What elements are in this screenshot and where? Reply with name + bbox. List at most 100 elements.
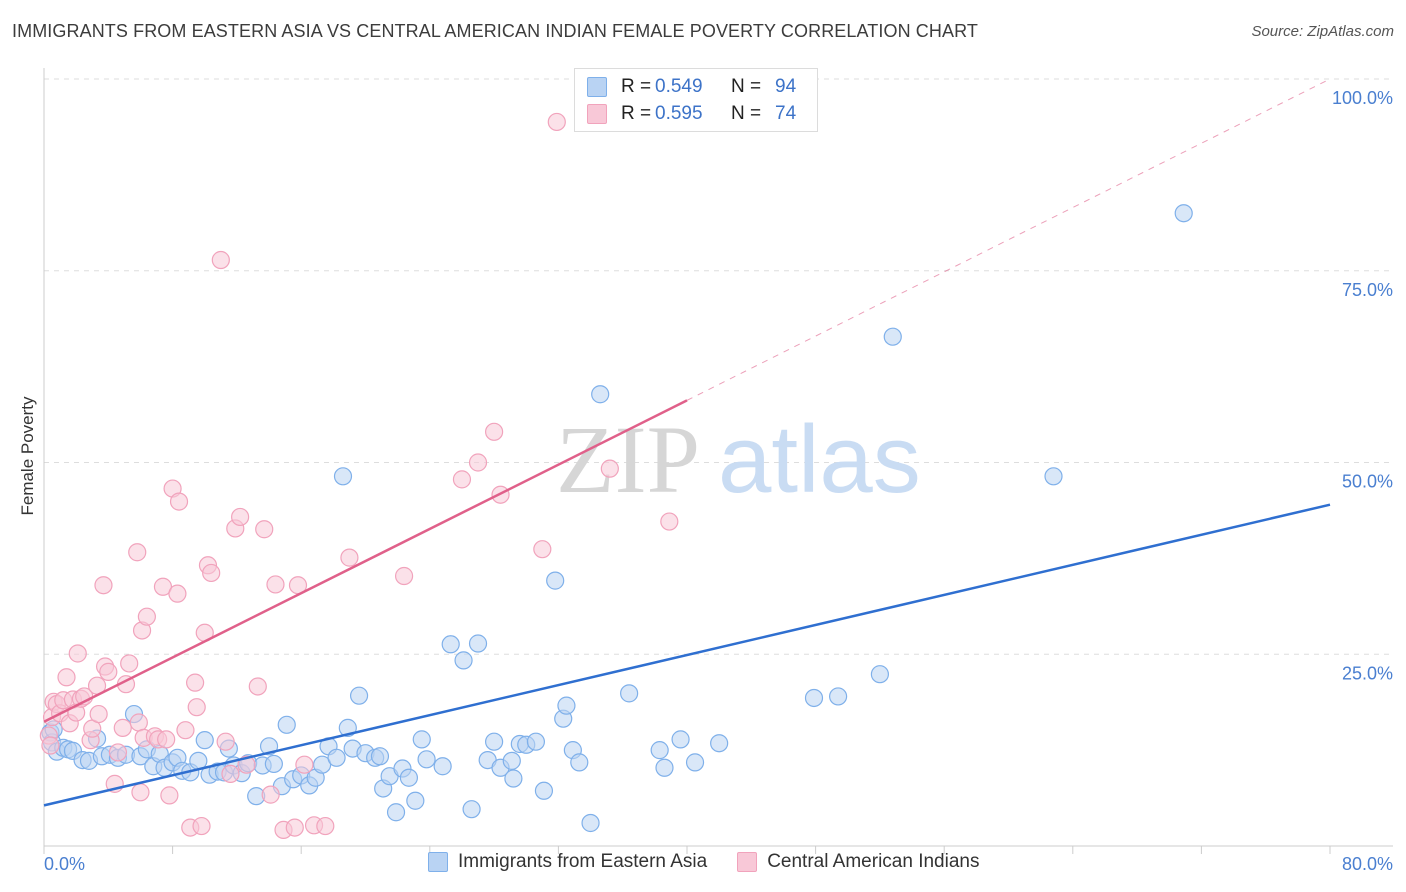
point-central-american [216,732,235,751]
point-eastern-asia [591,385,610,404]
point-eastern-asia [534,781,554,800]
point-central-american [295,755,314,774]
point-central-american [128,543,147,562]
point-eastern-asia [829,687,848,706]
point-central-american [394,566,414,586]
point-eastern-asia [386,803,406,822]
trend-line-eastern-asia [43,503,1331,807]
point-eastern-asia [370,747,390,766]
legend-n-value: 94 [775,76,797,97]
series-legend-item-central-american[interactable]: Central American Indians [737,851,979,873]
series-legend-label: Central American Indians [767,851,980,872]
point-eastern-asia [312,755,332,774]
point-central-american [168,584,187,603]
watermark-atlas: atlas [718,406,921,513]
x-tick-label-min: 0.0% [44,854,85,874]
point-eastern-asia [441,635,460,654]
legend-r-value: 0.549 [655,76,703,97]
point-eastern-asia [870,665,890,684]
point-eastern-asia [417,750,436,769]
point-eastern-asia [570,753,589,772]
point-central-american [89,704,108,724]
point-eastern-asia [333,467,353,486]
point-central-american [261,785,280,804]
series-swatch-blue [428,852,448,872]
point-eastern-asia [502,751,521,770]
point-central-american [113,718,132,737]
point-eastern-asia [685,753,705,772]
point-central-american [120,654,139,673]
point-eastern-asia [454,651,473,670]
point-central-american [68,644,87,663]
source-label: Source: ZipAtlas.com [1251,23,1394,40]
legend-swatch-pink [587,104,607,124]
point-central-american [211,250,230,270]
point-central-american [485,422,504,441]
point-central-american [221,764,240,784]
legend-n-label: N = [731,103,762,124]
point-eastern-asia [655,758,674,777]
point-eastern-asia [883,327,902,346]
legend-r-label: R = [621,76,652,97]
y-tick-label: 100.0% [1332,88,1393,108]
point-central-american [248,677,267,696]
point-central-american [186,673,205,692]
point-eastern-asia [264,754,283,774]
point-central-american [41,736,60,755]
point-eastern-asia [1044,467,1063,486]
trend-line-central-american [43,399,688,723]
series-swatch-pink [737,852,758,872]
point-eastern-asia [399,768,419,787]
legend-swatch-blue [587,77,607,97]
point-eastern-asia [485,732,504,751]
point-eastern-asia [650,741,669,760]
point-central-american [153,577,173,596]
point-eastern-asia [349,686,369,705]
point-central-american [192,816,211,836]
point-eastern-asia [546,571,565,590]
series-legend: Immigrants from Eastern Asia Central Ame… [428,851,1009,873]
point-central-american [157,730,176,749]
point-central-american [99,662,118,681]
point-central-american [187,698,206,717]
grid-layer [44,78,1393,655]
point-central-american [108,743,128,762]
point-eastern-asia [671,730,690,749]
point-central-american [600,459,619,478]
series-legend-label: Immigrants from Eastern Asia [458,851,708,872]
series-legend-item-eastern-asia[interactable]: Immigrants from Eastern Asia [428,851,707,873]
stats-legend: R = 0.549 N = 94 R = 0.595 N = 74 [574,68,818,132]
legend-row-eastern-asia: R = 0.549 N = 94 [587,75,796,99]
x-tick-label-max: 80.0% [1342,854,1393,874]
legend-r-label: R = [621,103,652,124]
y-tick-label: 25.0% [1342,663,1393,683]
chart-title: IMMIGRANTS FROM EASTERN ASIA VS CENTRAL … [12,21,978,41]
point-eastern-asia [433,757,452,776]
watermark-zip: ZIP [556,406,700,513]
point-eastern-asia [804,688,824,708]
point-central-american [57,668,76,687]
point-central-american [660,512,679,531]
point-eastern-asia [195,731,214,750]
point-central-american [169,492,189,511]
point-central-american [94,576,113,595]
point-eastern-asia [710,734,729,753]
point-central-american [231,507,250,527]
point-eastern-asia [462,800,481,819]
point-eastern-asia [1174,204,1193,223]
y-tick-labels: 25.0% 50.0% 75.0% 100.0% [1332,88,1393,683]
point-central-american [137,607,156,626]
point-central-american [129,713,148,732]
legend-row-central-american: R = 0.595 N = 74 [587,102,796,126]
watermark: ZIP atlas [556,406,921,513]
point-central-american [285,818,304,837]
point-central-american [255,520,274,539]
points-layer [39,112,1193,839]
y-tick-label: 75.0% [1342,280,1393,300]
point-central-american [131,783,150,802]
point-central-american [340,548,359,567]
point-eastern-asia [581,813,600,833]
legend-r-value: 0.595 [655,103,703,124]
point-eastern-asia [412,730,431,749]
point-central-american [316,816,335,836]
